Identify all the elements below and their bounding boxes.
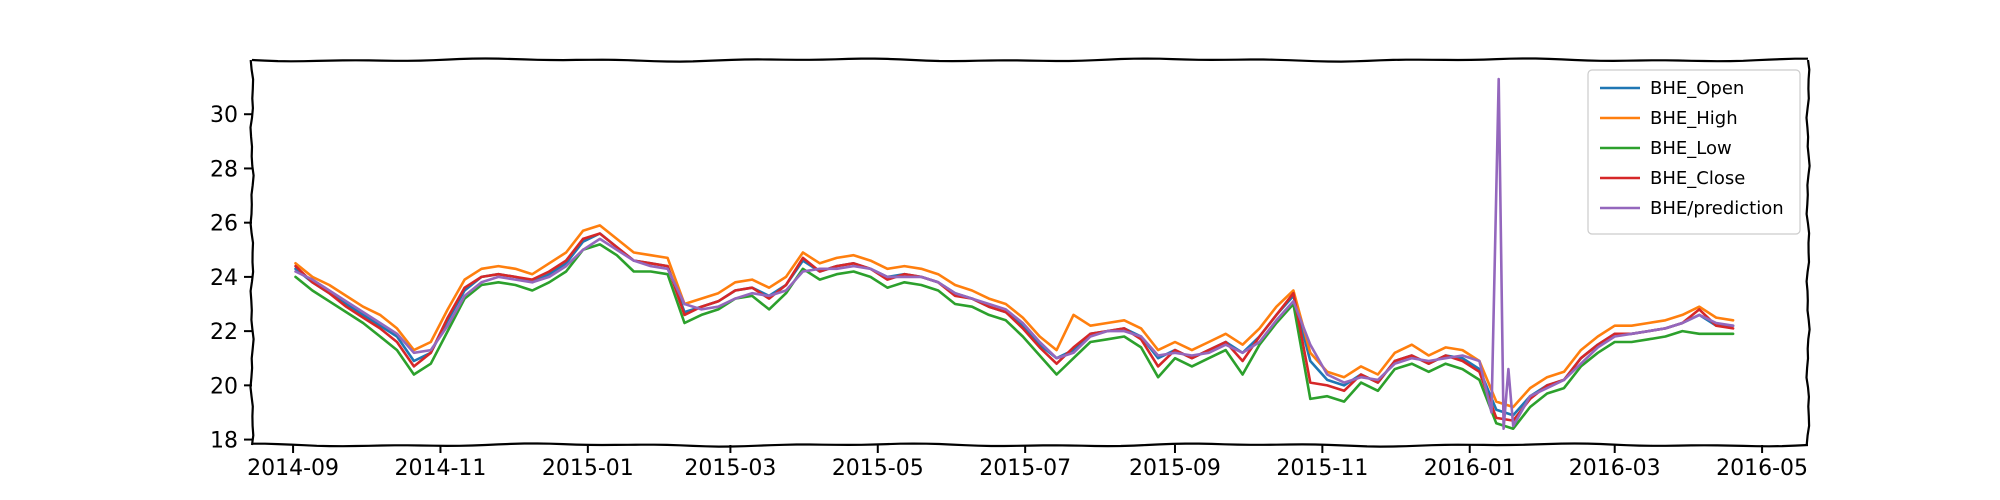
legend-label: BHE/prediction (1650, 198, 1784, 219)
x-tick-label: 2015-05 (832, 456, 924, 481)
y-tick-label: 30 (210, 103, 238, 128)
series-line-bhe-close (294, 232, 1735, 422)
x-tick-label: 2015-03 (684, 456, 776, 481)
legend-label: BHE_Open (1650, 78, 1744, 99)
x-tick-label: 2016-05 (1716, 456, 1808, 481)
series-line-bhe-low (294, 243, 1735, 430)
y-tick-label: 18 (210, 429, 238, 454)
legend-label: BHE_High (1650, 108, 1738, 129)
plot-frame (249, 57, 1811, 448)
y-axis: 18 20 22 24 26 28 30 (210, 103, 252, 454)
x-tick-label: 2016-03 (1569, 456, 1661, 481)
x-tick-label: 2015-07 (979, 456, 1071, 481)
legend-label: BHE_Close (1650, 168, 1745, 189)
x-tick-label: 2014-11 (394, 456, 486, 481)
y-tick-label: 26 (210, 212, 238, 237)
x-tick-label: 2015-11 (1276, 456, 1368, 481)
y-tick-label: 24 (210, 266, 238, 291)
series-line-bhe-open (294, 232, 1735, 417)
legend: BHE_Open BHE_High BHE_Low BHE_Close BHE/pred… (1587, 69, 1801, 235)
series-layer (294, 77, 1735, 430)
legend-box (1587, 69, 1801, 235)
x-axis: 2014-09 2014-11 2015-01 2015-03 2015-05 2015-… (247, 445, 1808, 481)
x-tick-label: 2016-01 (1424, 456, 1516, 481)
y-tick-label: 20 (210, 374, 238, 399)
y-tick-label: 22 (210, 320, 238, 345)
legend-label: BHE_Low (1650, 138, 1732, 159)
series-line-bhe-high (294, 224, 1735, 409)
series-line-bhe-prediction (294, 77, 1735, 430)
x-tick-label: 2014-09 (247, 456, 339, 481)
y-tick-label: 28 (210, 157, 238, 182)
x-tick-label: 2015-01 (542, 456, 634, 481)
x-tick-label: 2015-09 (1129, 456, 1221, 481)
